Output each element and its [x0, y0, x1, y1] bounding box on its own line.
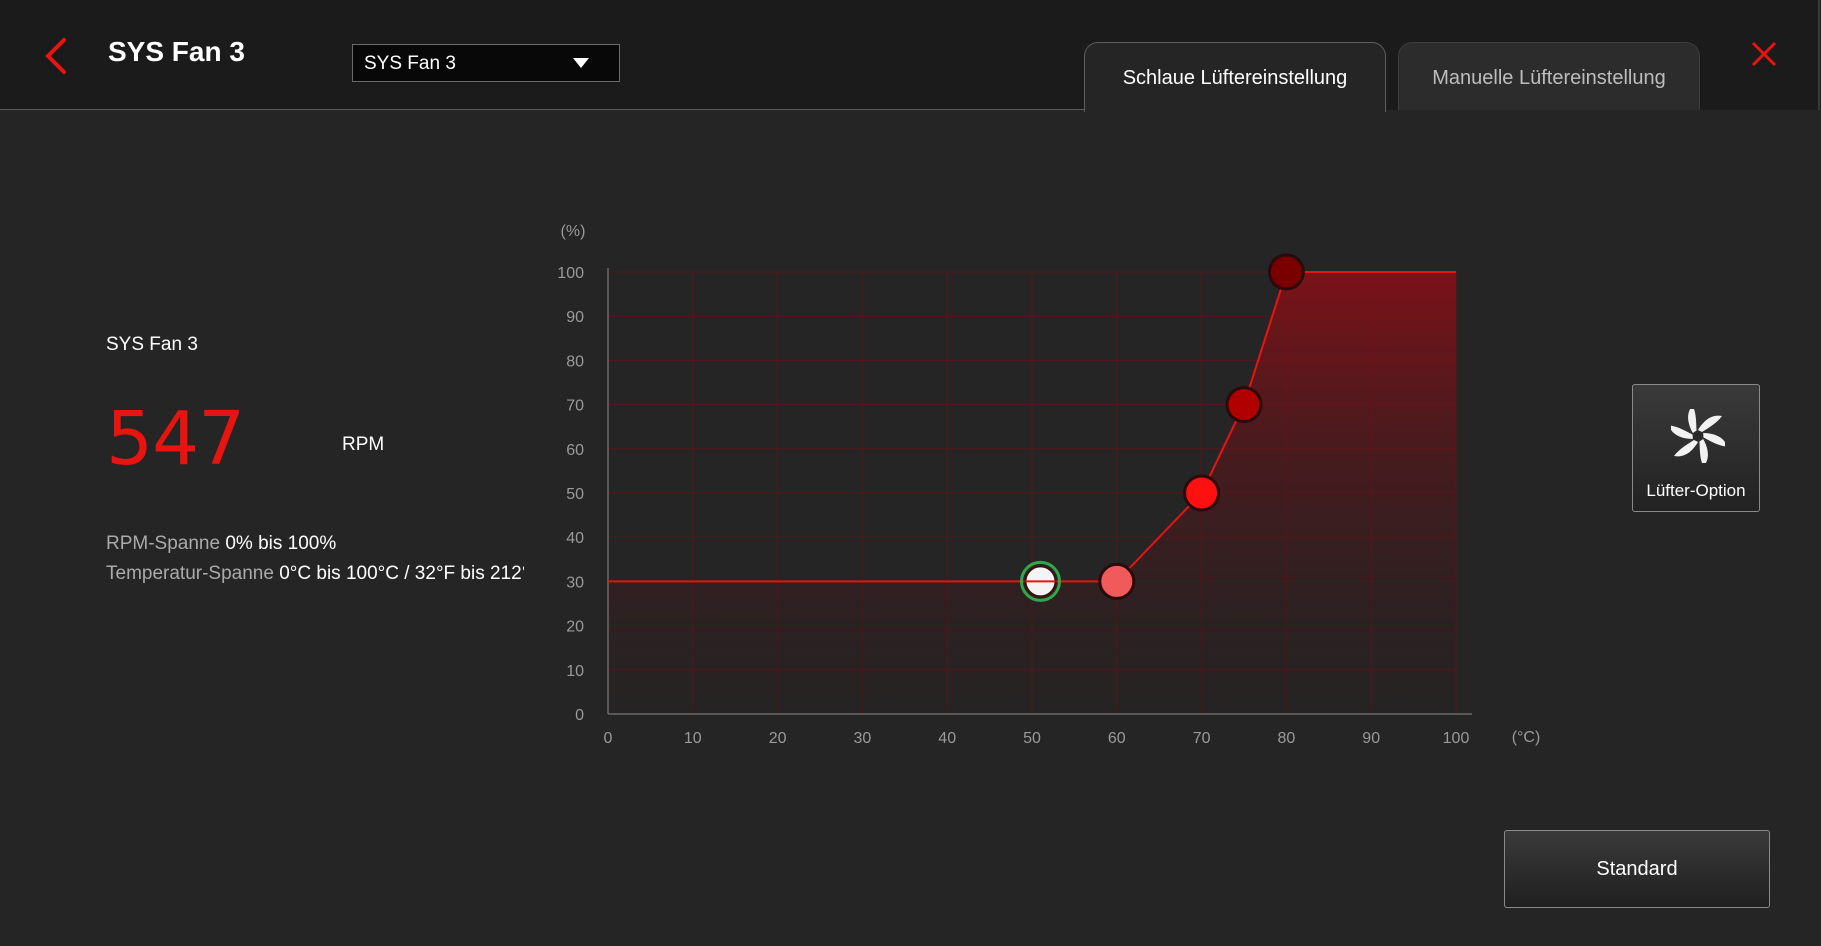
y-tick-label: 90 — [566, 309, 584, 326]
x-tick-label: 90 — [1362, 730, 1380, 747]
tab-smart-fan-label: Schlaue Lüftereinstellung — [1122, 67, 1348, 89]
y-tick-label: 100 — [557, 265, 584, 282]
x-tick-label: 40 — [938, 730, 956, 747]
x-tick-label: 100 — [1443, 730, 1470, 747]
y-tick-label: 40 — [566, 530, 584, 547]
standard-button[interactable]: Standard — [1504, 830, 1770, 908]
temp-range-label: Temperatur-Spanne — [106, 563, 274, 584]
x-tick-label: 50 — [1023, 730, 1041, 747]
back-arrow-icon[interactable] — [38, 36, 72, 76]
y-tick-label: 20 — [566, 619, 584, 636]
header-bar: SYS Fan 3 SYS Fan 3 Schlaue Lüftereinste… — [0, 0, 1821, 112]
curve-control-point[interactable] — [1098, 562, 1136, 600]
x-tick-label: 10 — [684, 730, 702, 747]
y-tick-label: 70 — [566, 398, 584, 415]
curve-control-point[interactable] — [1267, 253, 1305, 291]
y-tick-label: 80 — [566, 353, 584, 370]
page-title: SYS Fan 3 — [108, 36, 245, 67]
tab-smart-fan-setting[interactable]: Schlaue Lüftereinstellung — [1084, 42, 1386, 112]
tab-manual-fan-label: Manuelle Lüftereinstellung — [1432, 67, 1666, 89]
x-tick-label: 20 — [769, 730, 787, 747]
curve-area-fill — [608, 272, 1456, 714]
x-axis-label: (°C) — [1512, 729, 1541, 746]
rpm-range-value: 0% bis 100% — [225, 533, 337, 554]
x-tick-label: 60 — [1108, 730, 1126, 747]
fan-option-button[interactable]: Lüfter-Option — [1632, 384, 1760, 512]
fan-name-label: SYS Fan 3 — [106, 334, 198, 355]
curve-control-point[interactable] — [1225, 386, 1263, 424]
header-divider — [0, 109, 1085, 110]
fan-select-dropdown[interactable]: SYS Fan 3 — [352, 44, 620, 82]
temp-range-value: 0°C bis 100°C / 32°F bis 212°F — [279, 563, 524, 584]
rpm-range-row: RPM-Spanne 0% bis 100% — [106, 533, 526, 555]
fan-icon — [1671, 409, 1725, 463]
current-point-ring — [1019, 560, 1061, 602]
y-tick-label: 30 — [566, 574, 584, 591]
chevron-down-icon — [573, 58, 589, 68]
rpm-value: 547 — [106, 396, 245, 482]
y-tick-label: 10 — [566, 663, 584, 680]
y-tick-label: 50 — [566, 486, 584, 503]
x-tick-label: 30 — [854, 730, 872, 747]
rpm-range-label: RPM-Spanne — [106, 533, 221, 554]
fan-option-label: Lüfter-Option — [1646, 481, 1746, 500]
x-tick-label: 70 — [1193, 730, 1211, 747]
rpm-unit: RPM — [342, 434, 385, 455]
tab-manual-fan-setting[interactable]: Manuelle Lüftereinstellung — [1398, 42, 1700, 110]
standard-button-label: Standard — [1596, 858, 1678, 880]
y-axis-label: (%) — [561, 223, 586, 240]
x-tick-label: 80 — [1278, 730, 1296, 747]
curve-control-point[interactable] — [1183, 474, 1221, 512]
fan-select-value: SYS Fan 3 — [364, 53, 456, 74]
y-tick-label: 60 — [566, 442, 584, 459]
close-icon[interactable] — [1748, 38, 1780, 70]
temp-range-row: Temperatur-Spanne 0°C bis 100°C / 32°F b… — [106, 563, 524, 585]
x-tick-label: 0 — [604, 730, 613, 747]
window-edge — [1818, 0, 1820, 110]
y-tick-label: 0 — [575, 707, 584, 724]
